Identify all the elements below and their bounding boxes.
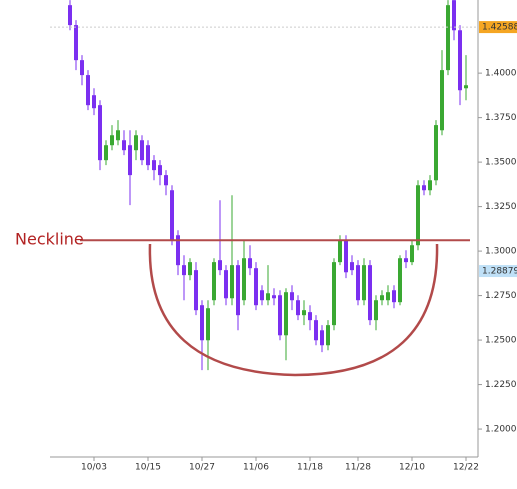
candle-body xyxy=(182,265,186,276)
candle-body xyxy=(230,265,234,299)
price-marker-label: 1.28879 xyxy=(482,267,517,277)
price-marker-label: 1.42588 xyxy=(482,23,517,33)
candle-body xyxy=(368,265,372,321)
y-tick-label: 1.3250 xyxy=(485,202,517,212)
candle-body xyxy=(452,0,456,31)
candle-body xyxy=(122,140,126,151)
candle-body xyxy=(254,268,258,306)
candle-body xyxy=(440,70,444,131)
candle-body xyxy=(266,293,270,301)
candle-body xyxy=(116,130,120,141)
neckline-label: Neckline xyxy=(15,230,84,249)
candle-body xyxy=(410,245,414,263)
candle-body xyxy=(176,235,180,266)
y-tick-label: 1.3500 xyxy=(485,158,517,168)
x-tick-label: 11/18 xyxy=(297,463,323,473)
candle-body xyxy=(248,258,252,269)
candle-body xyxy=(464,85,468,89)
candle-body xyxy=(326,325,330,346)
candle-body xyxy=(170,190,174,241)
candle-body xyxy=(428,180,432,191)
price-marker-box xyxy=(479,21,517,34)
y-tick-label: 1.2500 xyxy=(485,336,517,346)
candle-body xyxy=(218,260,222,271)
candle-body xyxy=(296,300,300,316)
candle-body xyxy=(404,258,408,263)
candle-body xyxy=(350,262,354,271)
candle-body xyxy=(332,262,336,326)
candle-body xyxy=(146,145,150,166)
candle-body xyxy=(104,145,108,161)
price-marker-box xyxy=(479,265,517,278)
candle-body xyxy=(194,270,198,311)
candle-body xyxy=(242,258,246,301)
candle-body xyxy=(188,262,192,276)
candle-body xyxy=(200,305,204,341)
candle-body xyxy=(416,185,420,246)
y-tick-label: 1.2250 xyxy=(485,380,517,390)
candle-body xyxy=(272,295,276,299)
candle-body xyxy=(374,300,378,321)
y-tick-label: 1.2750 xyxy=(485,291,517,301)
x-tick-label: 10/27 xyxy=(189,463,215,473)
candle-body xyxy=(212,262,216,301)
candle-body xyxy=(344,240,348,273)
candle-body xyxy=(158,165,162,176)
candle-body xyxy=(152,160,156,171)
candle-body xyxy=(398,258,402,303)
candle-body xyxy=(98,105,102,161)
x-tick-label: 12/10 xyxy=(399,463,425,473)
candle-body xyxy=(290,292,294,301)
x-tick-label: 10/03 xyxy=(81,463,107,473)
candle-body xyxy=(86,75,90,106)
candle-body xyxy=(68,5,72,26)
y-tick-label: 1.2000 xyxy=(485,425,517,435)
x-tick-label: 11/28 xyxy=(345,463,371,473)
candle-body xyxy=(314,320,318,341)
x-tick-label: 11/06 xyxy=(243,463,269,473)
candle-body xyxy=(302,310,306,316)
candle-body xyxy=(356,265,360,301)
candle-body xyxy=(224,270,228,299)
candle-body xyxy=(260,290,264,301)
candle-body xyxy=(458,30,462,91)
x-tick-label: 10/15 xyxy=(135,463,161,473)
x-tick-label: 12/22 xyxy=(453,463,479,473)
candle-body xyxy=(308,312,312,321)
candle-body xyxy=(446,5,450,71)
candle-body xyxy=(128,145,132,176)
candle-body xyxy=(386,292,390,301)
candle-body xyxy=(206,308,210,341)
candle-body xyxy=(434,125,438,181)
candle-body xyxy=(380,295,384,301)
cup-arc xyxy=(148,243,439,377)
candle-body xyxy=(140,140,144,161)
candle-body xyxy=(92,95,96,109)
candle-body xyxy=(362,265,366,301)
candle-body xyxy=(320,330,324,346)
y-tick-label: 1.4000 xyxy=(485,69,517,79)
candle-body xyxy=(74,25,78,61)
candle-body xyxy=(284,292,288,336)
candle-body xyxy=(164,175,168,186)
y-tick-label: 1.3000 xyxy=(485,247,517,257)
candle-body xyxy=(80,60,84,76)
candle-body xyxy=(278,295,282,336)
candle-body xyxy=(392,290,396,303)
candle-body xyxy=(338,240,342,263)
y-tick-label: 1.3750 xyxy=(485,113,517,123)
candle-body xyxy=(110,135,114,146)
plot-area xyxy=(68,0,468,371)
candle-body xyxy=(422,185,426,191)
candle-body xyxy=(134,135,138,151)
candle-body xyxy=(236,265,240,316)
